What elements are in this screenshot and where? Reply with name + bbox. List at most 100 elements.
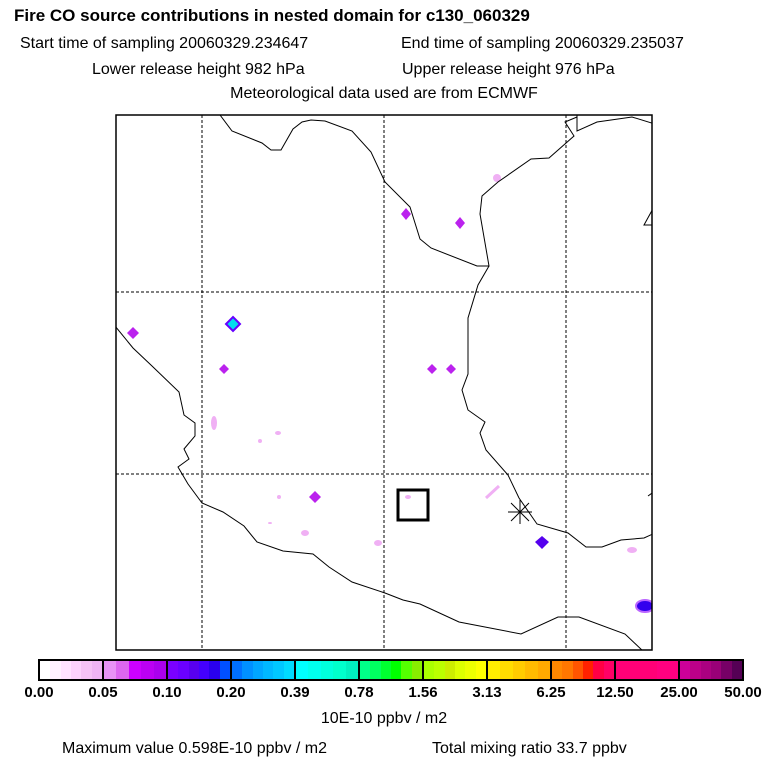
- colorbar-swatch: [562, 661, 573, 679]
- colorbar-swatch: [512, 661, 526, 679]
- colorbar-swatch: [700, 661, 711, 679]
- spot-purple: [127, 208, 465, 503]
- colorbar-tick-label: 0.00: [24, 684, 54, 701]
- colorbar-swatch: [188, 661, 199, 679]
- colorbar-swatch: [153, 661, 167, 679]
- colorbar-tick-label: 25.00: [660, 684, 698, 701]
- colorbar-swatch: [411, 661, 422, 679]
- lower-release-height: Lower release height 982 hPa: [92, 61, 305, 78]
- colorbar-swatch: [198, 661, 210, 679]
- colorbar-tick-label: 12.50: [596, 684, 634, 701]
- release-box: [396, 488, 430, 522]
- colorbar-swatch: [91, 661, 102, 679]
- colorbar-swatch: [537, 661, 551, 679]
- colorbar-tick-label: 1.56: [408, 684, 438, 701]
- colorbar-swatch: [616, 661, 637, 679]
- colorbar-tick-label: 3.13: [472, 684, 502, 701]
- colorbar-segment: [296, 661, 360, 679]
- colorbar-swatch: [731, 661, 742, 679]
- colorbar-segment: [232, 661, 296, 679]
- colorbar-swatch: [475, 661, 486, 679]
- colorbar-tick-label: 6.25: [536, 684, 566, 701]
- colorbar-tick-label: 50.00: [724, 684, 762, 701]
- spot-violet: [535, 536, 549, 549]
- colorbar-swatch: [296, 661, 309, 679]
- colorbar-swatch: [141, 661, 154, 679]
- colorbar-segment: [552, 661, 616, 679]
- colorbar-tick-label: 0.78: [344, 684, 374, 701]
- colorbar-tick-label: 0.05: [88, 684, 118, 701]
- colorbar-swatch: [525, 661, 538, 679]
- colorbar-swatch: [424, 661, 435, 679]
- maximum-value: Maximum value 0.598E-10 ppbv / m2: [62, 740, 328, 757]
- colorbar-swatch: [401, 661, 412, 679]
- colorbar-swatch: [219, 661, 230, 679]
- plot-title: Fire CO source contributions in nested d…: [14, 6, 530, 25]
- colorbar-swatch: [572, 661, 583, 679]
- colorbar-swatch: [360, 661, 371, 679]
- colorbar-swatch: [488, 661, 501, 679]
- colorbar-segment: [168, 661, 232, 679]
- colorbar-swatch: [603, 661, 614, 679]
- colorbar-swatch: [209, 661, 220, 679]
- colorbar-swatch: [710, 661, 722, 679]
- colorbar-swatch: [345, 661, 359, 679]
- colorbar-swatch: [380, 661, 391, 679]
- colorbar-tick-label: 0.10: [152, 684, 182, 701]
- colorbar-swatch: [721, 661, 732, 679]
- colorbar-swatch: [70, 661, 82, 679]
- colorbar: [38, 659, 744, 681]
- colorbar-swatch: [454, 661, 466, 679]
- colorbar-swatch: [40, 661, 51, 679]
- colorbar-segment: [616, 661, 680, 679]
- spot-light: [211, 174, 637, 553]
- plume-spots: [127, 174, 652, 613]
- colorbar-swatch: [636, 661, 658, 679]
- colorbar-swatch: [500, 661, 513, 679]
- met-data-source: Meteorological data used are from ECMWF: [230, 85, 538, 102]
- colorbar-swatch: [552, 661, 563, 679]
- colorbar-tick-label: 0.39: [280, 684, 310, 701]
- receptor-star-icon: [508, 500, 532, 524]
- colorbar-swatch: [308, 661, 321, 679]
- colorbar-segment: [360, 661, 424, 679]
- colorbar-swatch: [104, 661, 117, 679]
- colorbar-segment: [40, 661, 104, 679]
- colorbar-segment: [488, 661, 552, 679]
- colorbar-swatch: [178, 661, 189, 679]
- colorbar-swatch: [60, 661, 71, 679]
- end-time: End time of sampling 20060329.235037: [401, 35, 684, 52]
- colorbar-swatch: [657, 661, 679, 679]
- colorbar-segment: [680, 661, 742, 679]
- colorbar-swatch: [370, 661, 381, 679]
- colorbar-swatch: [242, 661, 253, 679]
- grid-lines: [116, 115, 652, 650]
- colorbar-segment: [104, 661, 168, 679]
- colorbar-swatch: [434, 661, 445, 679]
- colorbar-swatch: [465, 661, 476, 679]
- colorbar-swatch: [444, 661, 455, 679]
- colorbar-units: 10E-10 ppbv / m2: [320, 710, 448, 727]
- colorbar-swatch: [390, 661, 402, 679]
- total-mixing-ratio: Total mixing ratio 33.7 ppbv: [432, 740, 627, 757]
- colorbar-swatch: [680, 661, 691, 679]
- colorbar-swatch: [128, 661, 142, 679]
- colorbar-swatch: [333, 661, 346, 679]
- colorbar-swatch: [232, 661, 243, 679]
- start-time: Start time of sampling 20060329.234647: [20, 35, 309, 52]
- colorbar-swatch: [283, 661, 294, 679]
- spot-blue: [635, 599, 652, 613]
- colorbar-swatch: [593, 661, 604, 679]
- upper-release-height: Upper release height 976 hPa: [402, 61, 615, 78]
- colorbar-swatch: [690, 661, 701, 679]
- colorbar-swatch: [262, 661, 274, 679]
- spot-cyan: [224, 315, 242, 333]
- colorbar-swatch: [252, 661, 263, 679]
- colorbar-swatch: [320, 661, 334, 679]
- colorbar-swatch: [50, 661, 61, 679]
- colorbar-swatch: [168, 661, 179, 679]
- colorbar-swatch: [582, 661, 594, 679]
- map-frame: [115, 114, 653, 651]
